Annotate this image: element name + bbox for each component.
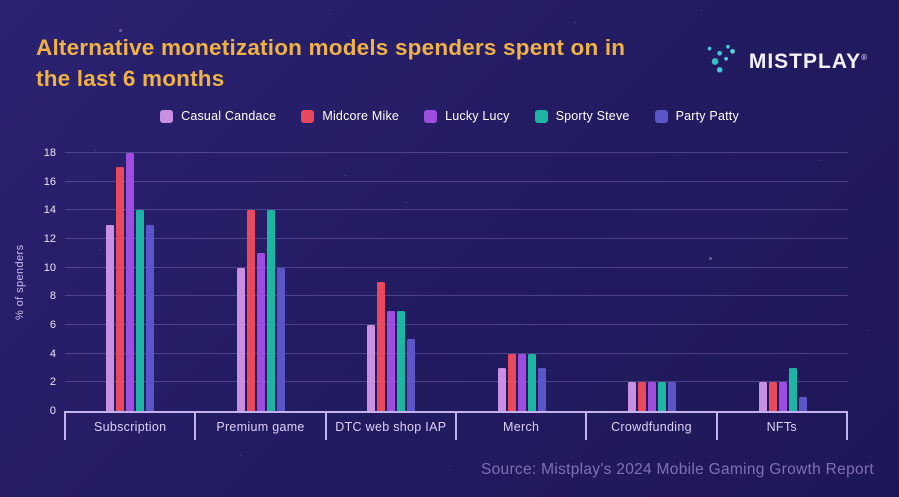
bar (266, 210, 275, 411)
legend-swatch (160, 109, 174, 123)
legend-label: Party Patty (675, 109, 739, 123)
bar (276, 267, 285, 411)
bar (367, 325, 376, 411)
bar (377, 282, 386, 411)
y-tick-label: 2 (49, 376, 56, 389)
gridline (65, 152, 848, 153)
source-attribution: Source: Mistplay's 2024 Mobile Gaming Gr… (480, 461, 874, 478)
bar (256, 253, 265, 411)
category-label: DTC web shop IAP (324, 413, 455, 440)
bar (106, 224, 115, 411)
y-tick-label: 4 (49, 347, 56, 360)
bar (407, 339, 416, 411)
legend-swatch (301, 109, 315, 123)
legend-item: Sporty Steve (534, 109, 630, 123)
bar-group-merch (457, 153, 587, 411)
bar (116, 167, 125, 411)
y-tick-label: 18 (43, 147, 56, 159)
legend-label: Midcore Mike (322, 109, 400, 123)
bar (648, 382, 657, 411)
bar (668, 382, 677, 411)
page-title-line1: Alternative monetization models spenders… (36, 35, 626, 60)
bar (126, 153, 135, 411)
y-tick-label: 6 (49, 319, 56, 331)
mistplay-logo-text: MISTPLAY® (748, 49, 868, 73)
gridline (65, 295, 848, 297)
chart-legend: Casual Candace Midcore Mike Lucky Lucy Spor… (0, 109, 899, 123)
star-speckles-decoration (0, 0, 1, 1)
bar (246, 210, 255, 411)
legend-item: Party Patty (654, 109, 739, 123)
legend-swatch (424, 109, 438, 123)
y-tick-label: 10 (43, 261, 56, 274)
y-tick-label: 12 (43, 233, 56, 245)
page-title-line2: the last 6 months (36, 66, 225, 91)
bar (798, 396, 807, 411)
bar (527, 353, 536, 411)
bar-group-subscription (65, 153, 195, 411)
bar (146, 224, 155, 411)
bar (507, 353, 516, 411)
bar (387, 310, 396, 411)
bar (517, 353, 526, 411)
category-label: Premium game (194, 413, 324, 440)
bar (788, 368, 797, 411)
y-tick-label: 8 (49, 290, 56, 303)
legend-label: Sporty Steve (555, 109, 630, 123)
bar-group-dtc-web-shop-iap (326, 153, 456, 411)
bar (778, 382, 787, 411)
bar-group-premium-game (195, 153, 325, 411)
category-label: Merch (454, 413, 585, 440)
bar (638, 382, 647, 411)
plot-area: % of spenders 0 2 4 6 8 10 12 14 16 18 (14, 147, 848, 417)
legend-swatch (654, 109, 668, 123)
mistplay-logo: MISTPLAY® (703, 44, 868, 79)
bar (758, 382, 767, 411)
category-label: NFTs (715, 413, 848, 440)
y-axis-label: % of spenders (14, 244, 26, 320)
gridline (65, 180, 848, 182)
legend-item: Casual Candace (160, 109, 276, 123)
gridline (65, 266, 848, 268)
bar (397, 310, 406, 411)
category-label: Subscription (64, 413, 194, 440)
legend-item: Lucky Lucy (424, 109, 510, 123)
bar (537, 368, 546, 411)
registered-trademark-symbol: ® (861, 52, 868, 62)
bar (628, 382, 637, 411)
mistplay-dots-icon (707, 44, 735, 73)
bar-group-nfts (718, 153, 848, 411)
bar-group-crowdfunding (587, 153, 717, 411)
gridline (65, 209, 848, 211)
x-axis-category-band: Subscription Premium game DTC web shop IAP… (64, 411, 848, 440)
legend-label: Casual Candace (181, 109, 277, 123)
gridline (65, 238, 848, 239)
category-label: Crowdfunding (585, 413, 715, 440)
bar (768, 382, 777, 411)
bar (136, 210, 145, 411)
gridline (65, 352, 848, 354)
y-tick-label: 16 (43, 175, 56, 188)
bar (497, 368, 506, 411)
gridline (65, 381, 848, 383)
y-tick-label: 0 (49, 405, 56, 417)
bar (236, 267, 245, 411)
page-title: Alternative monetization models spenders… (36, 32, 736, 94)
legend-item: Midcore Mike (301, 109, 399, 123)
legend-swatch (534, 109, 548, 123)
legend-label: Lucky Lucy (445, 109, 510, 123)
y-tick-label: 14 (43, 204, 56, 217)
gridline (65, 324, 848, 325)
bar (658, 382, 667, 411)
